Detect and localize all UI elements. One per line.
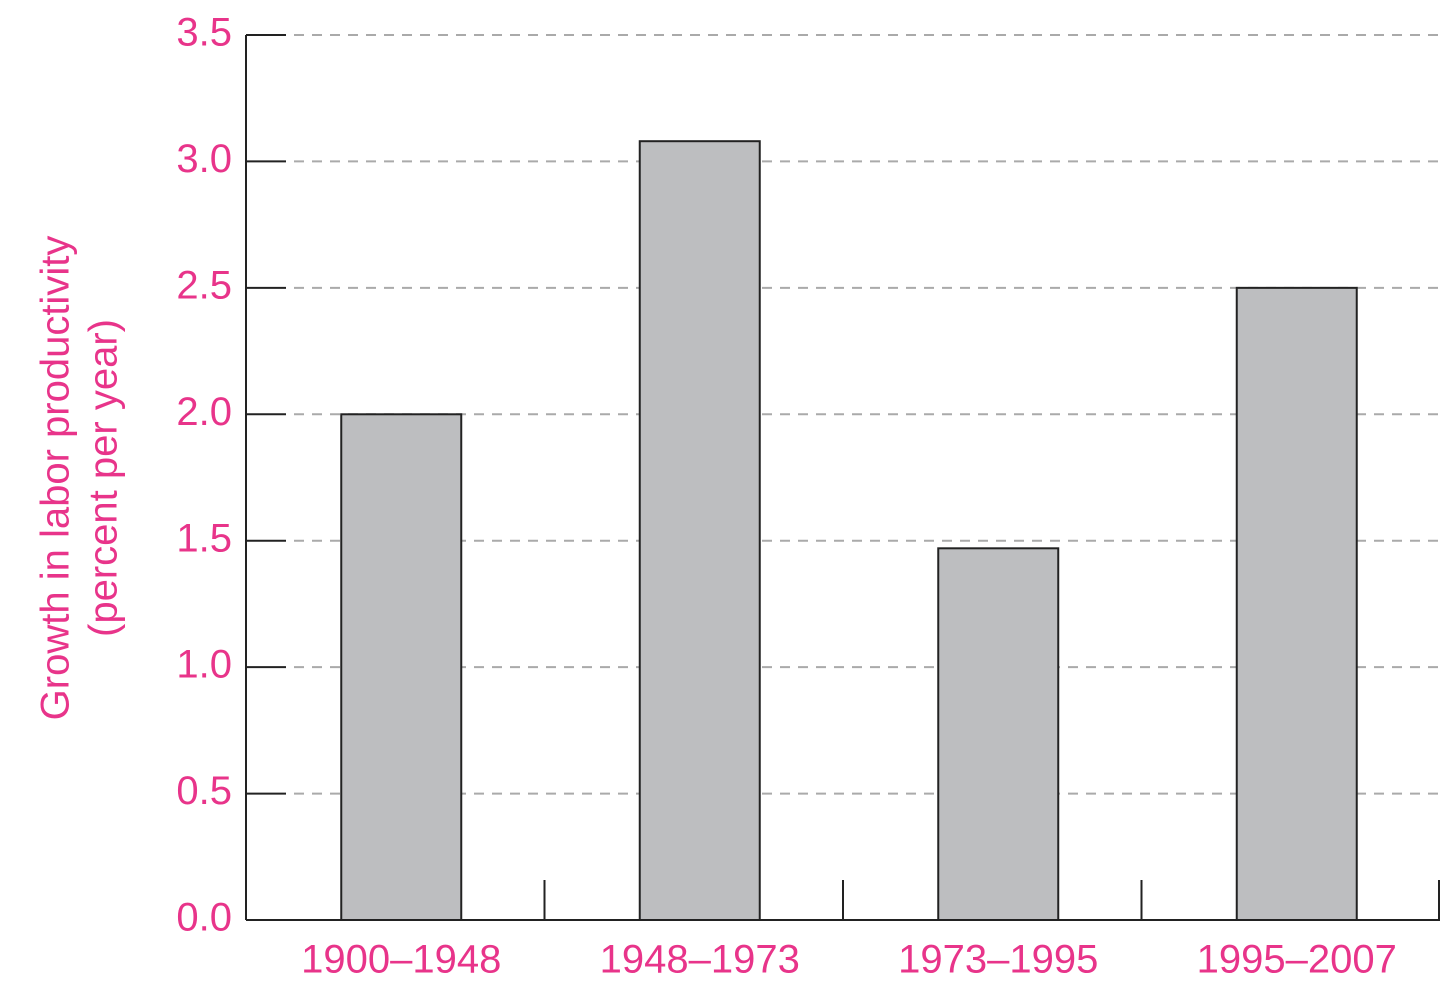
y-axis-label: Growth in labor productivity (percent pe… [34, 236, 126, 721]
y-tick-label: 3.5 [176, 11, 232, 55]
y-tick-label: 2.5 [176, 263, 232, 307]
x-tick-label: 1948–1973 [600, 938, 800, 982]
x-tick-label: 1900–1948 [301, 938, 501, 982]
y-tick-label: 3.0 [176, 137, 232, 181]
y-tick-label: 2.0 [176, 390, 232, 434]
y-axis-label-line: (percent per year) [82, 319, 126, 637]
y-tick-label: 0.0 [176, 896, 232, 940]
bar [340, 413, 463, 921]
x-tick-label: 1973–1995 [898, 938, 1098, 982]
x-tick-label: 1995–2007 [1197, 938, 1397, 982]
y-tick-label: 1.0 [176, 643, 232, 687]
bar [1235, 286, 1358, 922]
y-tick-label: 1.5 [176, 516, 232, 560]
y-axis-label-line: Growth in labor productivity [34, 236, 78, 721]
bar [937, 547, 1060, 921]
bar [638, 140, 761, 921]
y-tick-label: 0.5 [176, 769, 232, 813]
